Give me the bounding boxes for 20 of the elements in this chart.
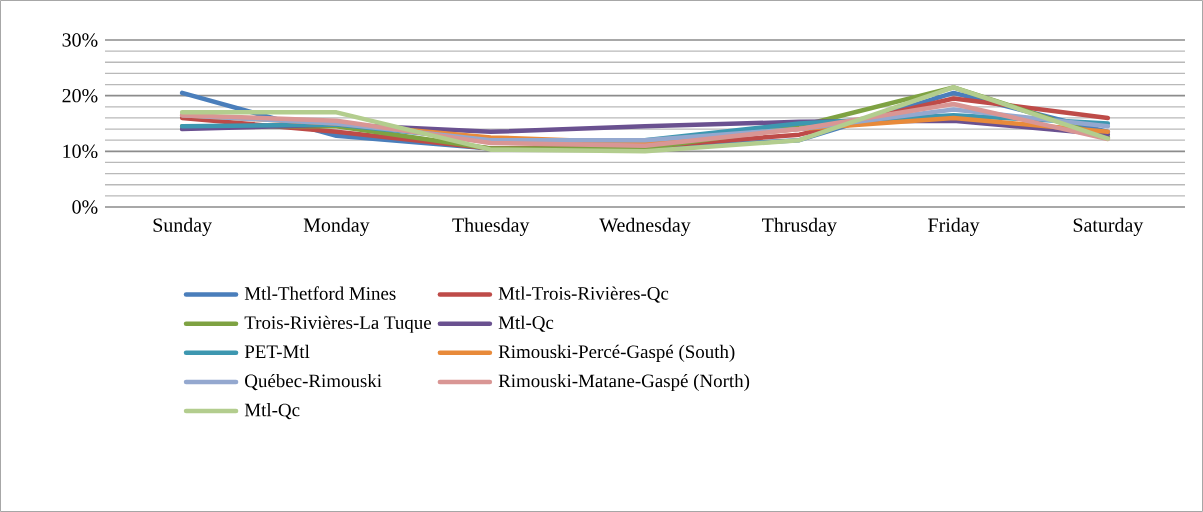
legend-label: Rimouski-Matane-Gaspé (North) bbox=[498, 373, 750, 392]
legend-label: PET-Mtl bbox=[244, 344, 310, 359]
legend-label: Trois-Rivières-La Tuque bbox=[244, 315, 432, 333]
legend-label: Mtl-Qc bbox=[244, 403, 300, 420]
y-tick-label: 20% bbox=[62, 88, 98, 103]
x-tick-label: Sunday bbox=[153, 217, 212, 236]
x-tick-label: Thrusday bbox=[762, 217, 837, 236]
x-tick-label: Monday bbox=[303, 217, 370, 236]
x-tick-label: Thuesday bbox=[452, 217, 530, 236]
x-tick-label: Wednesday bbox=[599, 217, 691, 236]
y-tick-label: 30% bbox=[62, 33, 98, 47]
y-tick-label: 0% bbox=[72, 200, 98, 214]
y-tick-label: 10% bbox=[63, 144, 98, 159]
legend-label: Québec-Rimouski bbox=[245, 373, 382, 391]
legend-label: Rimouski-Percé-Gaspé (South) bbox=[498, 344, 735, 362]
legend-label: Mtl-Thetford Mines bbox=[244, 286, 396, 300]
x-tick-label: Saturday bbox=[1073, 217, 1144, 236]
x-tick-label: Friday bbox=[928, 217, 980, 236]
legend-label: Mtl-Trois-Rivières-Qc bbox=[498, 286, 669, 303]
legend-label: Mtl-Qc bbox=[498, 315, 554, 332]
